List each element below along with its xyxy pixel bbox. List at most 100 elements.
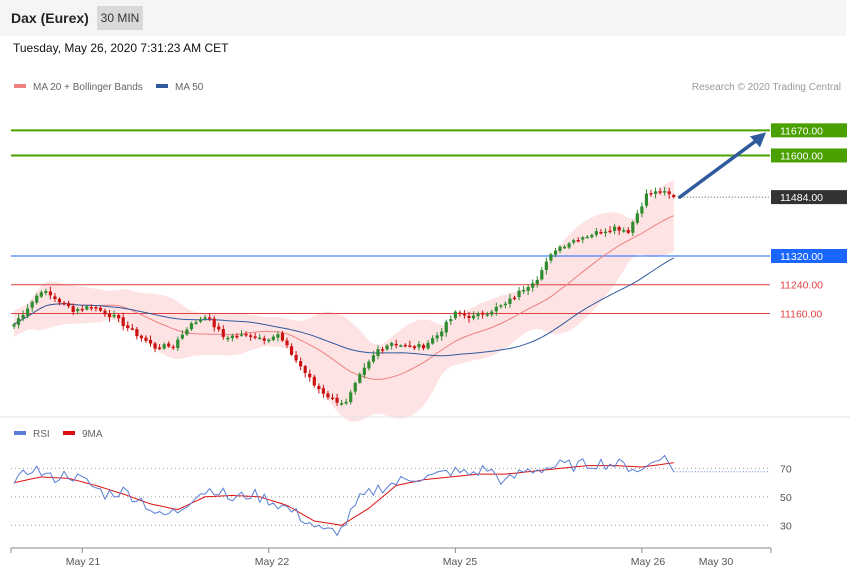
candle-body (271, 336, 275, 341)
candle-body (544, 261, 548, 270)
rsi-ma-line (13, 462, 674, 526)
candle-body (94, 307, 98, 309)
candle-body (526, 287, 530, 291)
bollinger-bands (14, 180, 674, 422)
candle-body (244, 333, 248, 336)
candle-body (21, 314, 25, 319)
candle-body (317, 385, 321, 390)
target-arrow-head (750, 132, 766, 148)
candle-body (53, 296, 57, 300)
candle-body (349, 392, 353, 403)
candle-body (503, 303, 507, 306)
x-tick-label: May 22 (255, 556, 290, 568)
candle-body (444, 321, 448, 333)
legend-label-ma20: MA 20 + Bollinger Bands (33, 82, 143, 93)
candle-body (626, 230, 630, 233)
candle-body (490, 311, 494, 315)
candle-body (553, 250, 558, 255)
x-tick-label: May 30 (699, 556, 734, 568)
candle-body (62, 302, 66, 305)
candle-body (335, 397, 339, 403)
candle-body (126, 325, 130, 329)
bollinger-band-area (14, 180, 674, 422)
candle-body (321, 388, 325, 394)
candle-body (508, 298, 512, 304)
candle-body (435, 335, 439, 339)
candle-body (176, 339, 180, 349)
candle-body (549, 254, 553, 261)
candle-body (576, 240, 580, 242)
candle-body (85, 306, 89, 310)
candle-body (417, 344, 421, 348)
candle-body (412, 346, 416, 349)
timestamp: Tuesday, May 26, 2020 7:31:23 AM CET (13, 41, 229, 55)
candle-body (299, 361, 303, 367)
candle-body (235, 335, 239, 338)
candle-body (167, 343, 171, 347)
candle-body (617, 227, 621, 231)
candle-body (353, 382, 357, 392)
timeframe-button[interactable]: 30 MIN (97, 6, 143, 30)
legend-swatch-ma50 (156, 84, 168, 88)
candle-body (171, 346, 175, 349)
candle-body (390, 342, 394, 346)
candle-body (48, 291, 52, 296)
legend-swatch-rsi-ma (63, 431, 75, 435)
candle-body (394, 343, 398, 346)
candle-body (458, 312, 462, 315)
candle-body (380, 349, 385, 351)
rsi-tick-50: 50 (780, 492, 792, 504)
candle-body (212, 318, 216, 328)
candle-body (344, 401, 348, 404)
candle-body (189, 323, 194, 330)
candle-body (453, 311, 457, 319)
annotations: 11484.00 (673, 132, 847, 257)
candle-body (294, 354, 298, 361)
candle-body (567, 243, 571, 248)
candle-body (376, 349, 380, 356)
candle-body (572, 240, 576, 243)
candle-body (130, 328, 134, 330)
candle-body (239, 334, 244, 336)
candle-body (285, 340, 289, 346)
candle-body (198, 319, 203, 322)
price-levels: 11670.00 11600.00 11320.00 11240.00 11160.00 (11, 123, 847, 320)
level-label-11320.00: 11320.00 (780, 251, 823, 263)
moving-averages (13, 215, 675, 380)
candle-body (330, 397, 335, 400)
candle-body (540, 270, 544, 280)
candle-body (89, 307, 93, 309)
candle-body (481, 312, 485, 315)
candle-body (67, 303, 71, 307)
candle-body (362, 367, 366, 376)
candle-body (26, 308, 30, 316)
candle-body (631, 221, 635, 233)
candle-body (653, 191, 658, 194)
candle-body (471, 315, 476, 319)
candle-body (494, 307, 498, 312)
level-label-11600.00: 11600.00 (780, 150, 823, 162)
candle-body (144, 337, 148, 341)
candle-body (358, 374, 362, 383)
legend-swatch-rsi (14, 431, 26, 435)
candle-body (635, 213, 639, 223)
candle-body (385, 345, 389, 350)
x-tick-label: May 25 (443, 556, 478, 568)
candle-body (117, 314, 121, 319)
candle-body (658, 191, 662, 193)
copyright-text: Research © 2020 Trading Central (692, 82, 841, 93)
candle-body (98, 307, 103, 311)
rsi-tick-30: 30 (780, 520, 792, 532)
candle-body (162, 344, 166, 349)
candle-body (289, 346, 294, 355)
candle-body (499, 305, 503, 307)
candle-body (403, 344, 407, 347)
last-price-label: 11484.00 (780, 192, 823, 204)
candle-body (258, 337, 262, 340)
candle-body (535, 279, 539, 285)
candle-body (139, 335, 143, 339)
legend-label-rsi-ma: 9MA (82, 429, 103, 440)
x-axis: May 21 May 22 May 25 May 26 May 30 (10, 548, 772, 568)
candle-body (203, 317, 207, 319)
